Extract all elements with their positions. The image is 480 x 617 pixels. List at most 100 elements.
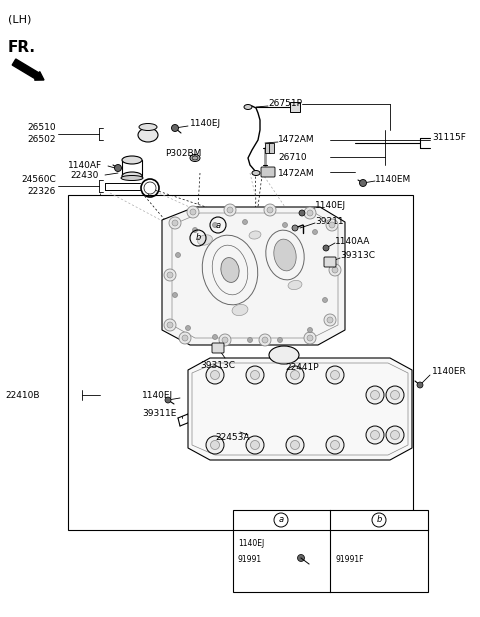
Text: P302BM: P302BM [165, 149, 202, 157]
Text: 22441P: 22441P [285, 363, 319, 371]
Circle shape [164, 269, 176, 281]
Circle shape [391, 391, 399, 399]
Text: a: a [216, 220, 221, 230]
Circle shape [308, 328, 312, 333]
Circle shape [206, 436, 224, 454]
Circle shape [259, 334, 271, 346]
Polygon shape [188, 358, 412, 460]
Circle shape [360, 180, 367, 186]
Ellipse shape [139, 123, 157, 131]
Ellipse shape [192, 156, 198, 160]
Circle shape [366, 426, 384, 444]
Text: 1140ER: 1140ER [432, 368, 467, 376]
Circle shape [331, 370, 339, 379]
Circle shape [386, 426, 404, 444]
Circle shape [391, 431, 399, 439]
Text: 1140AF: 1140AF [68, 160, 102, 170]
Circle shape [171, 125, 179, 131]
Circle shape [277, 337, 283, 342]
Text: 26710: 26710 [278, 152, 307, 162]
Circle shape [248, 337, 252, 342]
FancyArrow shape [12, 59, 44, 80]
Ellipse shape [232, 304, 248, 315]
Ellipse shape [138, 128, 158, 142]
Text: 39211: 39211 [315, 217, 344, 225]
Circle shape [283, 223, 288, 228]
Text: 22430: 22430 [70, 170, 98, 180]
Circle shape [185, 326, 191, 331]
Circle shape [323, 245, 329, 251]
Circle shape [304, 207, 316, 219]
Ellipse shape [252, 170, 260, 175]
Circle shape [213, 223, 217, 228]
Circle shape [246, 366, 264, 384]
Text: 1140EJ: 1140EJ [190, 120, 221, 128]
Circle shape [312, 230, 317, 234]
Text: 26751P: 26751P [268, 99, 302, 109]
Circle shape [211, 441, 219, 450]
Text: 39311E: 39311E [142, 408, 176, 418]
Circle shape [307, 210, 313, 216]
Ellipse shape [221, 257, 239, 283]
FancyBboxPatch shape [261, 167, 275, 177]
Circle shape [164, 319, 176, 331]
Circle shape [182, 335, 188, 341]
Ellipse shape [244, 104, 252, 109]
Text: 1140EM: 1140EM [375, 175, 411, 184]
Circle shape [299, 210, 305, 216]
Circle shape [211, 370, 219, 379]
Circle shape [290, 370, 300, 379]
Polygon shape [162, 207, 345, 345]
Circle shape [326, 436, 344, 454]
Text: 1140EJ: 1140EJ [142, 392, 173, 400]
Circle shape [267, 207, 273, 213]
Text: 91991: 91991 [238, 555, 262, 565]
Circle shape [371, 431, 380, 439]
Circle shape [224, 204, 236, 216]
Circle shape [192, 228, 197, 233]
Circle shape [298, 555, 304, 561]
Circle shape [176, 252, 180, 257]
Circle shape [169, 217, 181, 229]
Circle shape [326, 219, 338, 231]
Circle shape [304, 332, 316, 344]
Circle shape [290, 441, 300, 450]
Circle shape [144, 182, 156, 194]
Circle shape [327, 257, 333, 262]
Ellipse shape [122, 172, 142, 180]
Circle shape [206, 366, 224, 384]
Circle shape [264, 204, 276, 216]
Bar [269, 143, 274, 153]
Text: 22326: 22326 [28, 188, 56, 196]
Circle shape [227, 207, 233, 213]
Text: 39313C: 39313C [340, 252, 375, 260]
Bar [265, 143, 270, 153]
Circle shape [286, 436, 304, 454]
Circle shape [329, 264, 341, 276]
Circle shape [331, 441, 339, 450]
Circle shape [366, 386, 384, 404]
Circle shape [222, 337, 228, 343]
Text: 26510: 26510 [27, 123, 56, 133]
Circle shape [371, 391, 380, 399]
Circle shape [190, 209, 196, 215]
FancyBboxPatch shape [212, 343, 224, 353]
Text: b: b [376, 515, 382, 524]
Circle shape [179, 332, 191, 344]
Circle shape [329, 222, 335, 228]
Text: 22410B: 22410B [5, 391, 39, 399]
Ellipse shape [121, 175, 143, 181]
Ellipse shape [190, 154, 200, 162]
Circle shape [251, 370, 260, 379]
Text: 39313C: 39313C [200, 360, 235, 370]
Circle shape [213, 334, 217, 339]
Text: 24560C: 24560C [21, 175, 56, 184]
Circle shape [286, 366, 304, 384]
Circle shape [417, 382, 423, 388]
Circle shape [292, 225, 298, 231]
Text: (LH): (LH) [8, 14, 31, 24]
Ellipse shape [122, 156, 142, 164]
Text: 91991F: 91991F [335, 555, 363, 565]
Circle shape [307, 335, 313, 341]
Text: 1140AA: 1140AA [335, 236, 371, 246]
